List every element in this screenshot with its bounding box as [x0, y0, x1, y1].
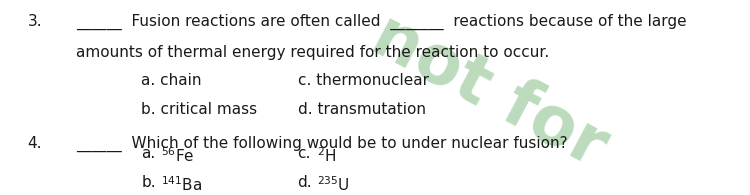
Text: not for: not for: [362, 2, 618, 181]
Text: 4.: 4.: [28, 136, 42, 151]
Text: c. thermonuclear: c. thermonuclear: [298, 73, 428, 88]
Text: a.: a.: [141, 146, 155, 161]
Text: b.: b.: [141, 175, 156, 190]
Text: amounts of thermal energy required for the reaction to occur.: amounts of thermal energy required for t…: [76, 44, 550, 59]
Text: $^{56}$Fe: $^{56}$Fe: [161, 146, 194, 165]
Text: $^{235}$U: $^{235}$U: [317, 175, 350, 194]
Text: ______  Fusion reactions are often called  _______  reactions because of the lar: ______ Fusion reactions are often called…: [76, 14, 687, 30]
Text: a. chain: a. chain: [141, 73, 202, 88]
Text: ______  Which of the following would be to under nuclear fusion?: ______ Which of the following would be t…: [76, 136, 568, 152]
Text: d.: d.: [298, 175, 312, 190]
Text: $^{2}$H: $^{2}$H: [317, 146, 337, 165]
Text: 3.: 3.: [28, 14, 42, 29]
Text: $^{141}$Ba: $^{141}$Ba: [161, 175, 202, 194]
Text: b. critical mass: b. critical mass: [141, 102, 257, 117]
Text: d. transmutation: d. transmutation: [298, 102, 425, 117]
Text: c.: c.: [298, 146, 311, 161]
